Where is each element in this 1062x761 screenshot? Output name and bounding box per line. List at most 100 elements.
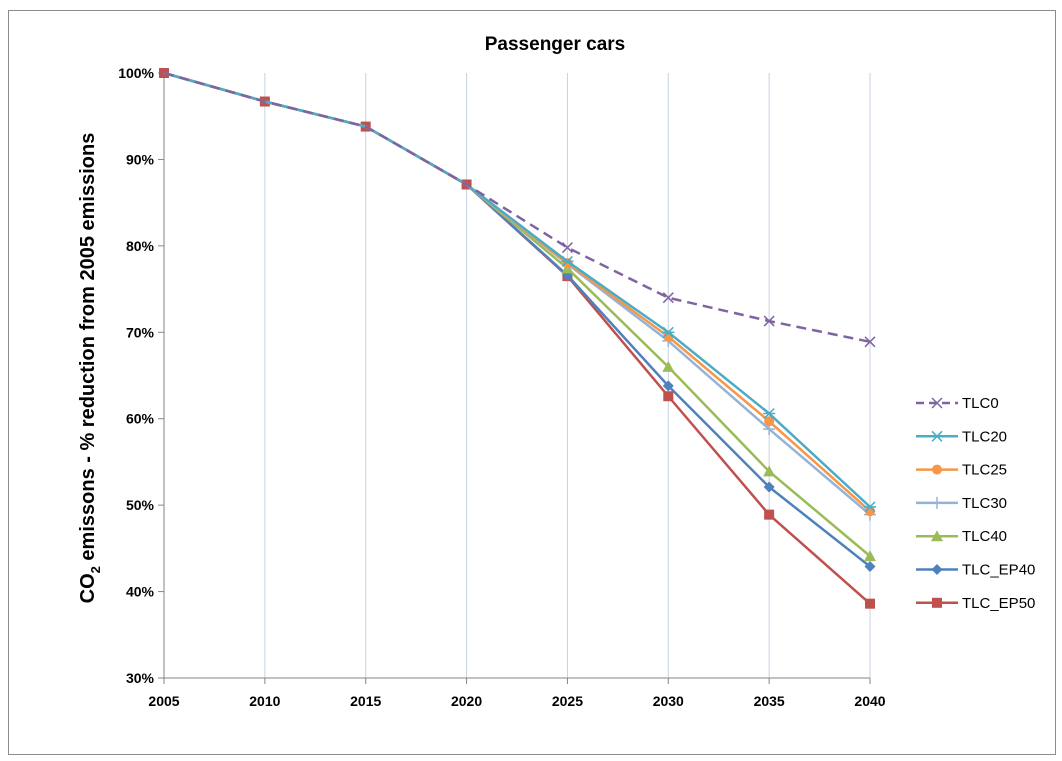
legend-label: TLC40 [962,528,1007,545]
data-point [864,336,876,348]
x-tick-label: 2020 [451,693,482,709]
data-point [763,407,776,420]
y-tick-label: 90% [126,151,155,167]
x-tick-label: 2025 [552,693,583,709]
marker-star [931,430,943,442]
data-point [864,561,876,573]
data-point [763,465,776,477]
marker-diamond [931,564,943,575]
series-line [163,71,871,344]
legend-label: TLC30 [962,495,1007,512]
data-point [864,550,876,562]
legend-item: TLC0 [916,395,999,412]
legend-label: TLC25 [962,462,1007,479]
y-axis-label-post: emissons - % reduction from 2005 emissio… [77,133,99,566]
marker-plus [931,496,943,509]
series-line [163,71,871,508]
series-tlc-ep50 [159,68,875,609]
legend-swatch-marker [931,564,943,575]
x-axis-ticks: 2005 2010 2015 2020 2025 2030 2035 2040 [148,678,886,709]
chart-frame [8,10,1056,755]
series-line [163,71,871,605]
x-tick-label: 2015 [350,693,381,709]
y-tick-label: 70% [126,324,155,340]
x-tick-label: 2035 [754,693,785,709]
data-point [662,326,675,338]
series-line [163,71,871,513]
legend-item: TLC_EP50 [916,595,1035,612]
data-point [662,380,674,392]
marker-star [662,326,675,338]
marker-triangle [662,360,675,372]
x-tick-label: 2010 [249,693,280,709]
marker-square [663,391,674,402]
legend-swatch-marker [931,397,943,409]
legend-item: TLC_EP40 [916,562,1035,579]
legend: TLC0 TLC20 TLC25 TLC30 TLC40 TLC_EP40 TLC_EP50 [916,395,1035,612]
marker-star [763,407,776,420]
legend-label: TLC_EP40 [962,562,1035,579]
data-point [561,242,573,254]
data-point [763,315,775,327]
series-line [163,71,871,516]
y-tick-label: 50% [126,497,155,513]
legend-item: TLC40 [916,528,1007,545]
marker-star [864,501,876,513]
data-point [864,501,876,513]
series-tlc0 [163,71,876,348]
legend-item: TLC30 [916,495,1007,512]
legend-swatch-marker [932,464,942,475]
marker-x [561,242,573,254]
legend-swatch-marker [931,530,943,542]
y-tick-label: 60% [126,411,155,427]
series-line [163,71,871,568]
marker-square [764,509,775,520]
series-tlc20 [163,71,876,513]
gridlines [264,73,871,678]
data-point [763,481,775,493]
marker-diamond [763,481,775,493]
data-point [662,360,675,372]
series-lines [159,68,876,609]
marker-star [561,255,574,267]
y-tick-label: 30% [126,670,155,686]
y-axis-ticks: 30% 40% 50% 60% 70% 80% 90% 100% [118,65,164,686]
y-tick-label: 100% [118,65,154,81]
data-point [865,598,875,609]
x-tick-label: 2030 [653,693,684,709]
marker-diamond [864,561,876,573]
legend-item: TLC25 [916,462,1007,479]
marker-triangle [763,465,776,477]
data-point [561,255,574,267]
legend-swatch-marker [932,597,942,608]
marker-square [932,597,942,608]
legend-swatch-marker [931,430,943,442]
data-point [663,391,674,402]
marker-circle [932,464,942,475]
marker-square [865,598,875,609]
marker-circle [764,416,775,427]
y-axis-label-sub: 2 [88,566,103,573]
data-point [662,292,674,304]
x-tick-label: 2040 [854,693,885,709]
series-tlc25 [163,71,875,517]
legend-label: TLC_EP50 [962,595,1035,612]
marker-x [662,292,674,304]
y-tick-label: 40% [126,584,155,600]
marker-triangle [931,530,943,542]
legend-label: TLC0 [962,395,999,412]
x-tick-label: 2005 [148,693,179,709]
legend-swatch-marker [931,496,943,509]
marker-x [763,315,775,327]
data-point [764,509,775,520]
marker-x [931,397,943,409]
legend-item: TLC20 [916,428,1007,445]
y-axis-label: CO2 emissons - % reduction from 2005 emi… [77,133,103,604]
data-point [764,416,775,427]
legend-label: TLC20 [962,428,1007,445]
marker-x [864,336,876,348]
y-tick-label: 80% [126,238,155,254]
marker-triangle [864,550,876,562]
y-axis-label-pre: CO [77,573,99,603]
